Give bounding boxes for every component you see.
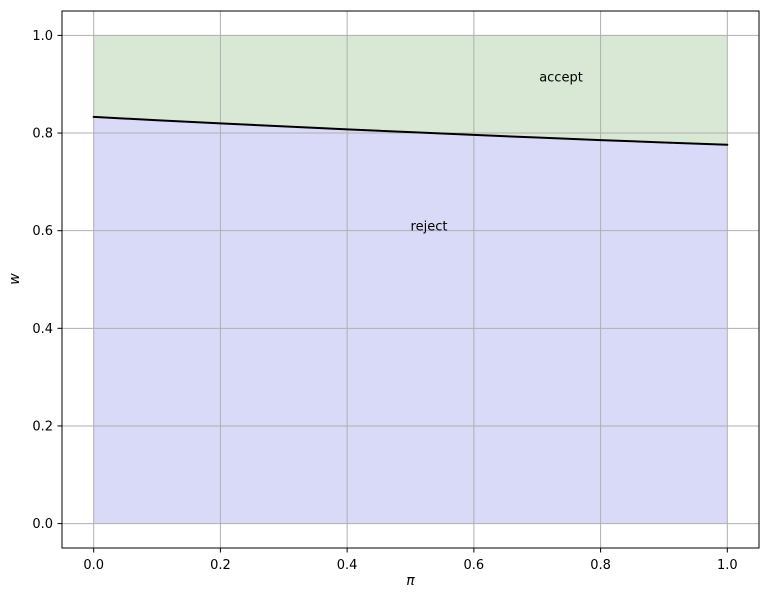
- x-axis-label: π: [406, 573, 415, 589]
- x-tick-label: 0.6: [464, 558, 485, 573]
- y-tick-label: 0.2: [32, 419, 53, 434]
- x-tick-label: 1.0: [717, 558, 738, 573]
- x-tick-label: 0.4: [337, 558, 358, 573]
- accept-region-label: accept: [539, 70, 583, 86]
- reject-region-fill: [93, 116, 728, 524]
- y-axis-label: w: [7, 273, 23, 285]
- reject-region-label: reject: [410, 219, 448, 235]
- x-tick-label: 0.0: [83, 558, 104, 573]
- axes-box: [61, 10, 760, 549]
- y-tick-label: 0.4: [32, 322, 53, 337]
- accept-region-fill: [93, 35, 728, 145]
- decision-boundary-line: [92, 115, 729, 146]
- x-tick-label: 0.2: [210, 558, 231, 573]
- y-tick-label: 0.8: [32, 127, 53, 142]
- y-tick-label: 1.0: [32, 29, 53, 44]
- x-tick-label: 0.8: [590, 558, 611, 573]
- y-tick-label: 0.0: [32, 517, 53, 532]
- y-tick-label: 0.6: [32, 224, 53, 239]
